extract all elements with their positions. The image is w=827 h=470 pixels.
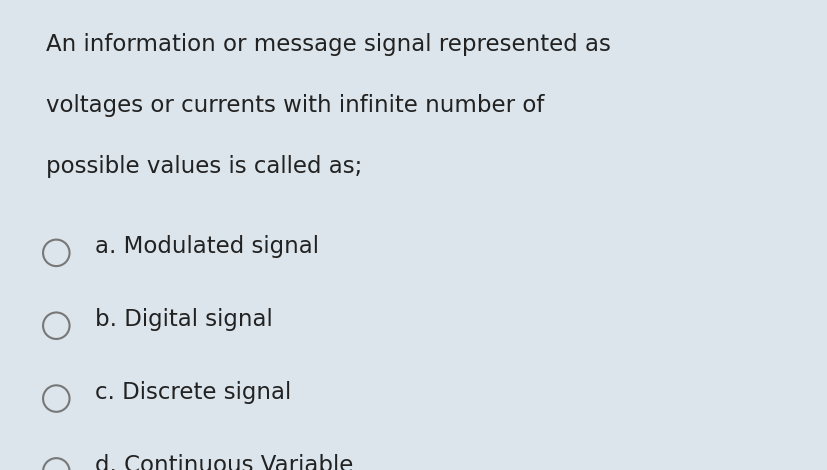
- Text: a. Modulated signal: a. Modulated signal: [95, 235, 319, 258]
- Text: An information or message signal represented as: An information or message signal represe…: [45, 33, 609, 56]
- Text: b. Digital signal: b. Digital signal: [95, 308, 273, 331]
- Text: d. Continuous Variable: d. Continuous Variable: [95, 454, 353, 470]
- Text: c. Discrete signal: c. Discrete signal: [95, 381, 291, 404]
- Text: possible values is called as;: possible values is called as;: [45, 155, 361, 178]
- Text: voltages or currents with infinite number of: voltages or currents with infinite numbe…: [45, 94, 543, 117]
